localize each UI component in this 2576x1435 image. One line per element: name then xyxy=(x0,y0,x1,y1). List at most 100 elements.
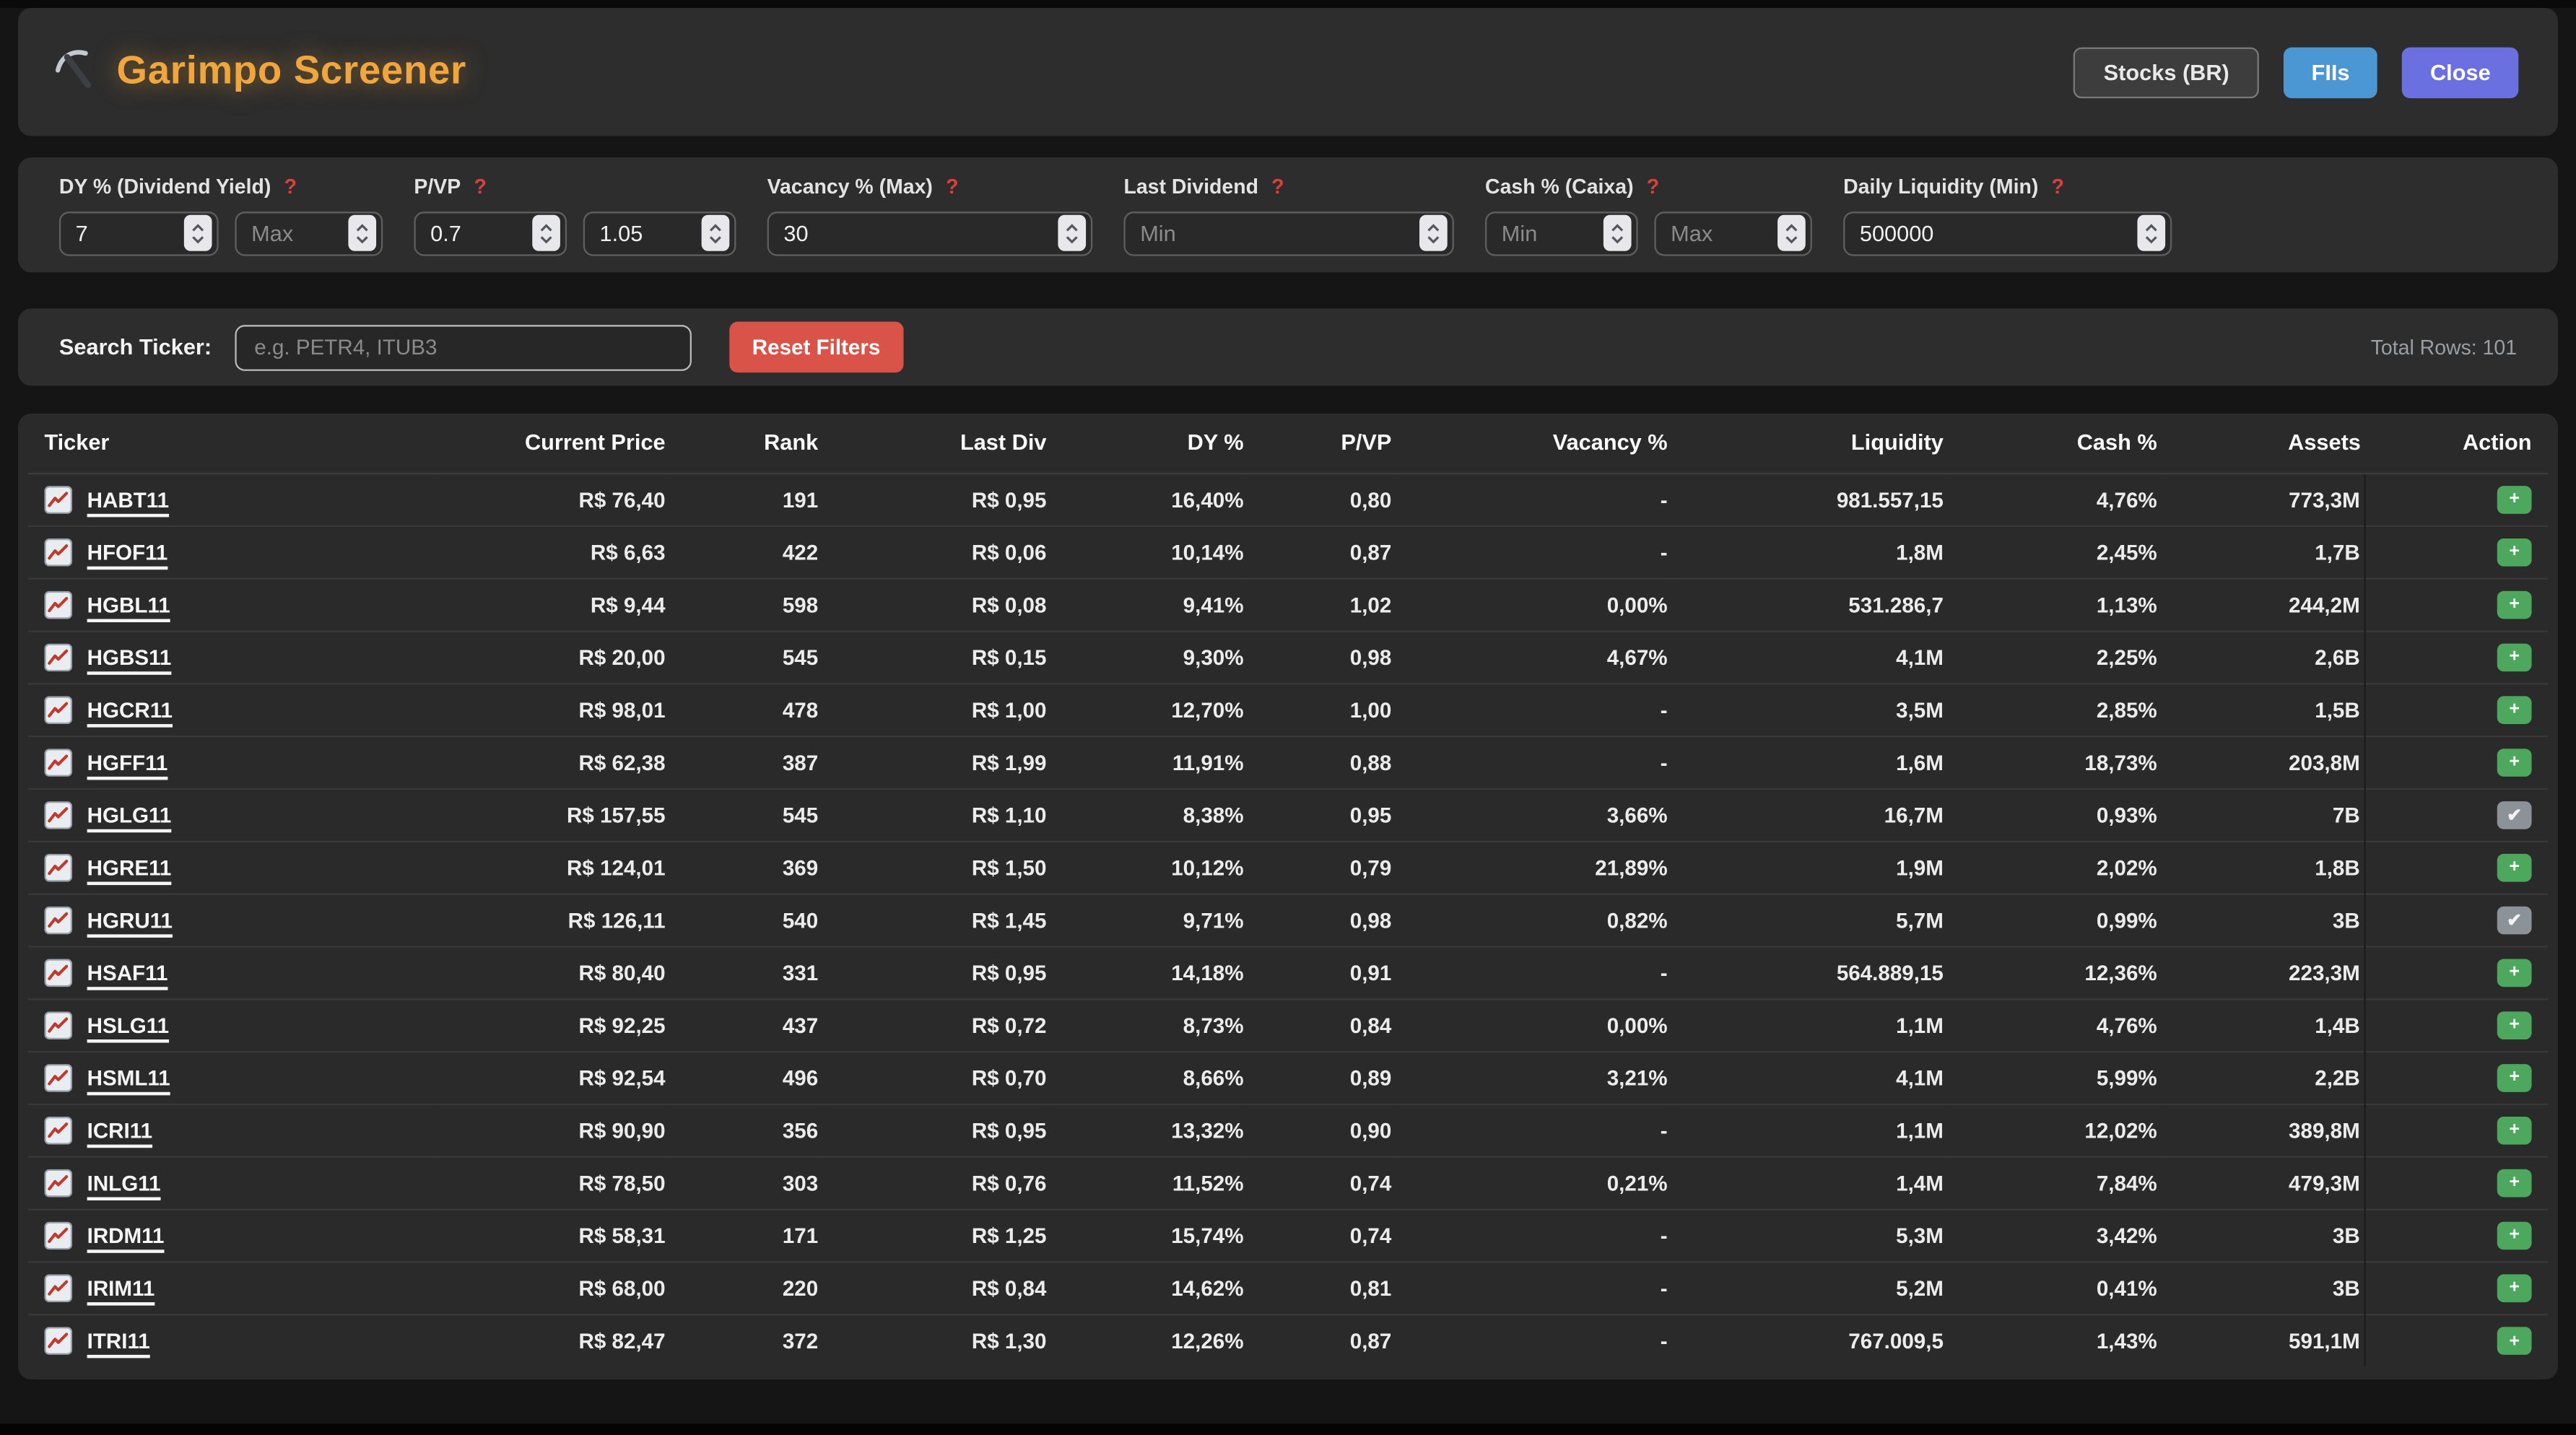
number-stepper[interactable] xyxy=(532,214,560,251)
ticker-link[interactable]: HABT11 xyxy=(87,487,170,512)
cell-assets: 7B xyxy=(2160,787,2364,841)
cell-liquidity: 3,5M xyxy=(1671,682,1947,736)
ticker-link[interactable]: HGFF11 xyxy=(87,749,168,775)
add-button[interactable]: + xyxy=(2497,485,2532,514)
cell-action: + xyxy=(2363,734,2549,788)
column-header-liquidity[interactable]: Liquidity xyxy=(1671,414,1947,474)
column-header-dy[interactable]: DY % xyxy=(1050,414,1248,474)
number-stepper[interactable] xyxy=(1777,214,1806,251)
help-icon[interactable]: ? xyxy=(946,174,959,198)
number-stepper[interactable] xyxy=(701,214,730,251)
ticker-link[interactable]: ITRI11 xyxy=(87,1327,150,1353)
cell-vacancy-percent: - xyxy=(1394,734,1671,788)
cell-action: + xyxy=(2363,1260,2549,1314)
add-button[interactable]: + xyxy=(2497,1327,2532,1355)
filter-cash-caixa-input-0[interactable] xyxy=(1501,220,1596,245)
cell-current-price: R$ 6,63 xyxy=(438,524,669,578)
filter-last-dividend-input-0[interactable] xyxy=(1140,220,1411,245)
help-icon[interactable]: ? xyxy=(284,174,297,198)
cell-action: + xyxy=(2363,997,2549,1051)
cell-dy-percent: 11,91% xyxy=(1050,734,1248,788)
cell-last-div: R$ 1,30 xyxy=(821,1312,1050,1366)
cell-liquidity: 4,1M xyxy=(1671,1050,1947,1104)
cell-ticker: HFOF11 xyxy=(27,524,439,578)
header-buttons: Stocks (BR) FIIs Close xyxy=(2074,46,2519,98)
help-icon[interactable]: ? xyxy=(1271,174,1284,198)
ticker-link[interactable]: HGRE11 xyxy=(87,855,172,880)
column-header-ticker[interactable]: Ticker xyxy=(27,414,439,474)
number-stepper[interactable] xyxy=(1058,214,1087,251)
ticker-link[interactable]: HGBL11 xyxy=(87,591,170,617)
close-button[interactable]: Close xyxy=(2402,46,2519,98)
cell-assets: 1,5B xyxy=(2160,682,2364,736)
table-row: HGRU11 R$ 126,11 540 R$ 1,45 9,71% 0,98 0,82% 5… xyxy=(27,892,2549,946)
add-button[interactable]: + xyxy=(2497,1011,2532,1039)
filter-p-vp-input-1[interactable] xyxy=(599,220,694,245)
added-check-button[interactable]: ✔ xyxy=(2497,905,2532,934)
add-button[interactable]: + xyxy=(2497,1169,2532,1197)
column-header-cash[interactable]: Cash % xyxy=(1946,414,2161,474)
cell-last-div: R$ 0,70 xyxy=(821,1050,1050,1104)
add-button[interactable]: + xyxy=(2497,590,2532,619)
add-button[interactable]: + xyxy=(2497,695,2532,724)
ticker-link[interactable]: INLG11 xyxy=(87,1169,161,1195)
filter-p-vp-input-0[interactable] xyxy=(430,220,524,245)
reset-filters-button[interactable]: Reset Filters xyxy=(728,321,904,373)
filter-cash-caixa-input-1[interactable] xyxy=(1671,220,1770,245)
ticker-link[interactable]: HSML11 xyxy=(87,1065,170,1090)
fiis-button[interactable]: FIIs xyxy=(2283,46,2378,98)
add-button[interactable]: + xyxy=(2497,1273,2532,1302)
cell-assets: 1,8B xyxy=(2160,839,2364,894)
filter-dy-dividend-yield-input-0[interactable] xyxy=(75,220,176,245)
table-row: HGLG11 R$ 157,55 545 R$ 1,10 8,38% 0,95 3,66% 1… xyxy=(27,787,2549,841)
ticker-link[interactable]: HGLG11 xyxy=(87,802,172,827)
filter-dy-dividend-yield-input-1[interactable] xyxy=(251,220,341,245)
add-button[interactable]: + xyxy=(2497,1221,2532,1249)
filter-vacancy-max-input-0[interactable] xyxy=(783,220,1050,245)
add-button[interactable]: + xyxy=(2497,853,2532,881)
help-icon[interactable]: ? xyxy=(1646,174,1660,198)
help-icon[interactable]: ? xyxy=(2051,174,2064,198)
add-button[interactable]: + xyxy=(2497,1063,2532,1092)
number-stepper[interactable] xyxy=(2137,214,2166,251)
added-check-button[interactable]: ✔ xyxy=(2497,800,2532,829)
number-stepper[interactable] xyxy=(1603,214,1632,251)
add-button[interactable]: + xyxy=(2497,538,2532,567)
ticker-link[interactable]: HGRU11 xyxy=(87,907,173,932)
ticker-link[interactable]: HSAF11 xyxy=(87,959,168,985)
number-stepper[interactable] xyxy=(183,214,212,251)
table-row: IRIM11 R$ 68,00 220 R$ 0,84 14,62% 0,81-5,2M 0… xyxy=(27,1260,2549,1314)
filter-input-box xyxy=(767,211,1093,256)
cell-dy-percent: 12,70% xyxy=(1050,682,1248,736)
ticker-link[interactable]: HSLG11 xyxy=(87,1012,170,1037)
add-button[interactable]: + xyxy=(2497,1116,2532,1145)
ticker-link[interactable]: HGBS11 xyxy=(87,644,172,669)
column-header-assets[interactable]: Assets xyxy=(2160,414,2364,474)
ticker-link[interactable]: ICRI11 xyxy=(87,1117,153,1143)
ticker-link[interactable]: HGCR11 xyxy=(87,697,173,722)
cell-ticker: HABT11 xyxy=(28,473,439,525)
ticker-link[interactable]: IRDM11 xyxy=(87,1222,165,1247)
column-header-vacancy[interactable]: Vacancy % xyxy=(1394,414,1671,474)
column-header-last-div[interactable]: Last Div xyxy=(821,414,1050,474)
ticker-link[interactable]: HFOF11 xyxy=(87,539,168,564)
stocks-br-button[interactable]: Stocks (BR) xyxy=(2074,46,2259,98)
filter-daily-liquidity-min-input-0[interactable] xyxy=(1859,220,2130,245)
add-button[interactable]: + xyxy=(2497,643,2532,671)
cell-ticker: HSLG11 xyxy=(27,997,439,1051)
add-button[interactable]: + xyxy=(2497,958,2532,987)
column-header-current-price[interactable]: Current Price xyxy=(438,414,669,474)
number-stepper[interactable] xyxy=(1419,214,1448,251)
cell-vacancy-percent: - xyxy=(1394,1260,1671,1314)
add-button[interactable]: + xyxy=(2497,748,2532,777)
ticker-link[interactable]: IRIM11 xyxy=(87,1275,155,1300)
column-header-p-vp[interactable]: P/VP xyxy=(1247,414,1395,474)
help-icon[interactable]: ? xyxy=(474,174,487,198)
plus-icon: + xyxy=(2509,858,2520,878)
search-ticker-input[interactable] xyxy=(234,324,692,370)
cell-vacancy-percent: - xyxy=(1394,524,1671,578)
number-stepper[interactable] xyxy=(348,214,377,251)
cell-current-price: R$ 157,55 xyxy=(438,787,669,841)
column-header-rank[interactable]: Rank xyxy=(669,414,822,474)
column-header-action[interactable]: Action xyxy=(2364,414,2549,474)
